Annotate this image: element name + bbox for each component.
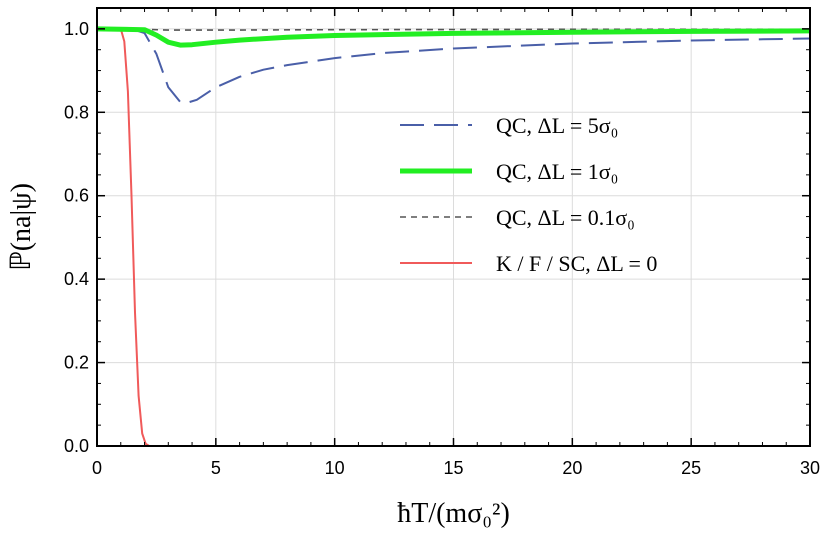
x-tick-label: 15 — [443, 458, 463, 478]
series-line — [97, 27, 810, 447]
series-line — [96, 27, 811, 104]
y-tick-label: 0.0 — [64, 436, 89, 456]
series-line — [96, 26, 811, 48]
legend-label: K / F / SC, ΔL = 0 — [496, 251, 657, 276]
y-tick-label: 0.2 — [64, 353, 89, 373]
legend-label: QC, ΔL = 5σ₀ — [496, 113, 618, 138]
x-tick-label: 25 — [681, 458, 701, 478]
x-tick-label: 0 — [92, 458, 102, 478]
y-tick-label: 0.4 — [64, 269, 89, 289]
x-tick-label: 30 — [800, 458, 820, 478]
grid — [97, 8, 810, 446]
x-tick-label: 10 — [325, 458, 345, 478]
legend-label: QC, ΔL = 1σ₀ — [496, 159, 618, 184]
y-tick-label: 0.6 — [64, 186, 89, 206]
x-tick-label: 20 — [562, 458, 582, 478]
y-axis-label: ℙ(na|ψ) — [6, 183, 37, 271]
y-tick-label: 0.8 — [64, 102, 89, 122]
x-tick-label: 5 — [211, 458, 221, 478]
axis-ticks: 0 5 10 15 20 25 30 0.0 0.2 0.4 0.6 0.8 1.0 — [64, 8, 820, 478]
series-lines — [96, 26, 811, 447]
legend: QC, ΔL = 5σ₀ QC, ΔL = 1σ₀ QC, ΔL = 0.1σ₀ K … — [400, 113, 657, 276]
y-tick-label: 1.0 — [64, 19, 89, 39]
x-axis-label: ħT/(mσ₀²) — [397, 498, 510, 529]
legend-label: QC, ΔL = 0.1σ₀ — [496, 205, 635, 230]
